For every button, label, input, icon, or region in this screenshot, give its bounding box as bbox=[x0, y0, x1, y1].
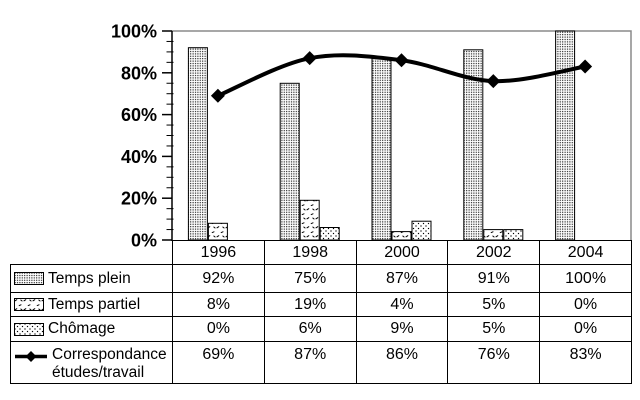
data-cell: 92% bbox=[173, 265, 265, 293]
plot-border bbox=[172, 30, 632, 240]
data-cell: 0% bbox=[540, 317, 632, 342]
y-tick-label: 0% bbox=[131, 231, 157, 251]
legend-cell-temps-plein: Temps plein bbox=[11, 265, 173, 293]
year-header-cell: 2004 bbox=[540, 241, 632, 265]
chomage-pattern-icon bbox=[14, 322, 44, 336]
data-cell: 4% bbox=[356, 293, 449, 317]
data-cell: 87% bbox=[264, 342, 357, 384]
data-cell: 69% bbox=[173, 342, 265, 384]
y-tick-label: 20% bbox=[121, 189, 157, 209]
data-cell: 76% bbox=[448, 342, 541, 384]
legend-label: Temps partiel bbox=[48, 295, 141, 313]
data-cell: 8% bbox=[173, 293, 265, 317]
data-cell: 0% bbox=[540, 293, 632, 317]
y-tick-label: 40% bbox=[121, 147, 157, 167]
y-tick-label: 100% bbox=[111, 22, 157, 42]
data-cell: 83% bbox=[540, 342, 632, 384]
data-cell: 75% bbox=[264, 265, 357, 293]
bars-temps-plein bbox=[187, 30, 576, 241]
y-tick-label: 60% bbox=[121, 105, 157, 125]
legend-cell-chomage: Chômage bbox=[11, 317, 173, 342]
year-header-cell: 1998 bbox=[265, 241, 357, 265]
bars-temps-partiel bbox=[207, 199, 504, 241]
year-header-cell: 2002 bbox=[448, 241, 541, 265]
legend-cell-temps-partiel: Temps partiel bbox=[11, 293, 173, 317]
data-cell: 0% bbox=[173, 317, 265, 342]
data-cell: 6% bbox=[264, 317, 357, 342]
legend-label: Chômage bbox=[48, 320, 116, 337]
legend-label: Temps plein bbox=[48, 269, 131, 287]
temps-partiel-pattern-icon bbox=[14, 298, 44, 311]
year-header-row: 1996 1998 2000 2002 2004 bbox=[172, 240, 632, 265]
chart-data-table: Temps plein 92% 75% 87% 91% 100% Temps p… bbox=[10, 264, 632, 384]
year-header-cell: 2000 bbox=[357, 241, 449, 265]
data-cell: 91% bbox=[448, 265, 541, 293]
legend-label: Correspondance études/travail bbox=[52, 346, 167, 381]
data-cell: 100% bbox=[540, 265, 632, 293]
data-cell: 9% bbox=[356, 317, 449, 342]
data-cell: 87% bbox=[356, 265, 449, 293]
line-correspondance bbox=[210, 51, 593, 103]
data-cell: 5% bbox=[448, 317, 541, 342]
data-cell: 19% bbox=[264, 293, 357, 317]
temps-plein-pattern-icon bbox=[14, 272, 44, 285]
year-header-cell: 1996 bbox=[173, 241, 265, 265]
correspondance-line-icon bbox=[15, 351, 47, 362]
y-axis: 0% 20% 40% 60% 80% 100% bbox=[111, 22, 174, 251]
data-cell: 86% bbox=[356, 342, 449, 384]
y-tick-label: 80% bbox=[121, 63, 157, 83]
data-cell: 5% bbox=[448, 293, 541, 317]
legend-cell-correspondance: Correspondance études/travail bbox=[11, 342, 173, 384]
